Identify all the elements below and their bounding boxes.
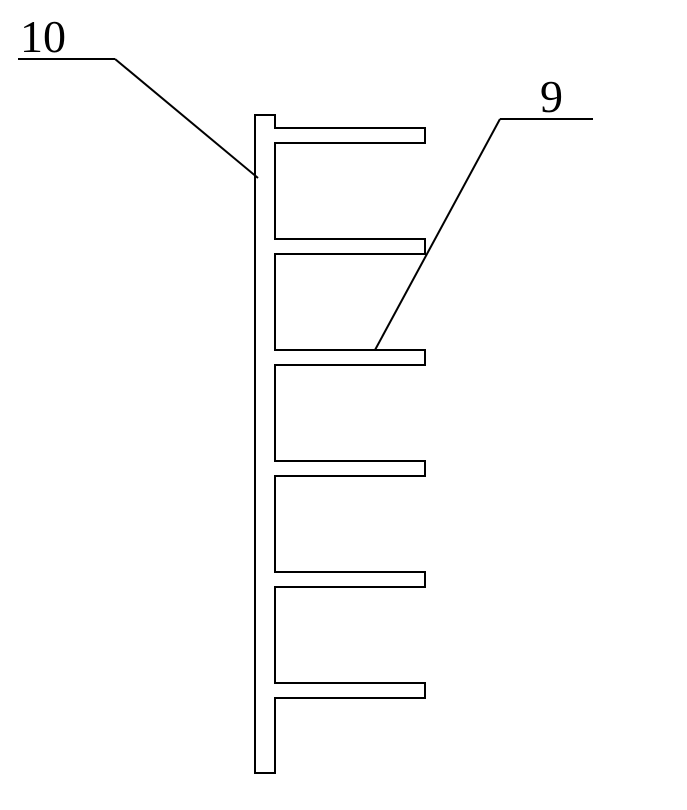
rung-rect [275, 572, 425, 587]
rung-rect [275, 128, 425, 143]
label-9: 9 [540, 71, 563, 122]
rung-rect [275, 239, 425, 254]
rung-rect [275, 461, 425, 476]
spine-rect [255, 115, 275, 773]
rung-rect [275, 683, 425, 698]
rung-rect [275, 350, 425, 365]
label-10: 10 [20, 11, 66, 62]
